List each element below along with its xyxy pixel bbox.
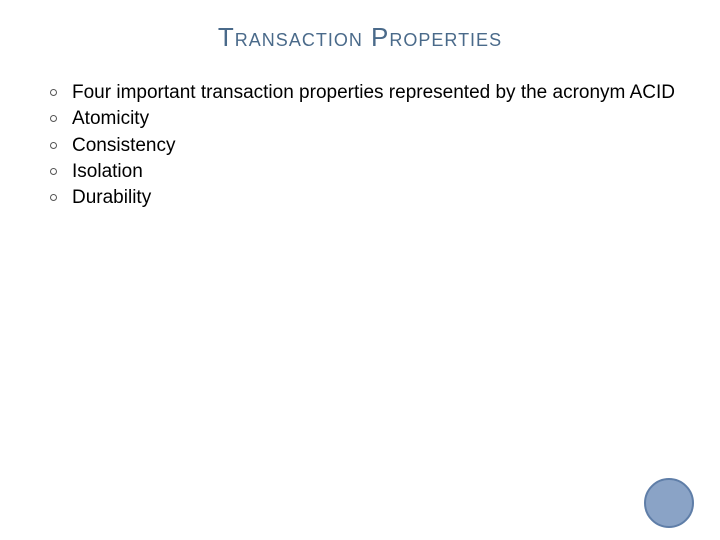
bullet-text: Isolation	[72, 161, 143, 182]
bullet-text: Consistency	[72, 135, 176, 156]
bullet-text: Four important transaction properties re…	[72, 82, 675, 103]
bullet-text: Atomicity	[72, 108, 149, 129]
slide-title: Transaction Properties	[40, 22, 680, 53]
list-item: Isolation	[50, 160, 680, 184]
list-item: Atomicity	[50, 107, 680, 131]
list-item: Four important transaction properties re…	[50, 81, 680, 105]
bullet-text: Durability	[72, 187, 151, 208]
decorative-circle-icon	[644, 478, 694, 528]
slide: Transaction Properties Four important tr…	[0, 0, 720, 540]
list-item: Consistency	[50, 134, 680, 158]
list-item: Durability	[50, 186, 680, 210]
bullet-list: Four important transaction properties re…	[50, 81, 680, 211]
